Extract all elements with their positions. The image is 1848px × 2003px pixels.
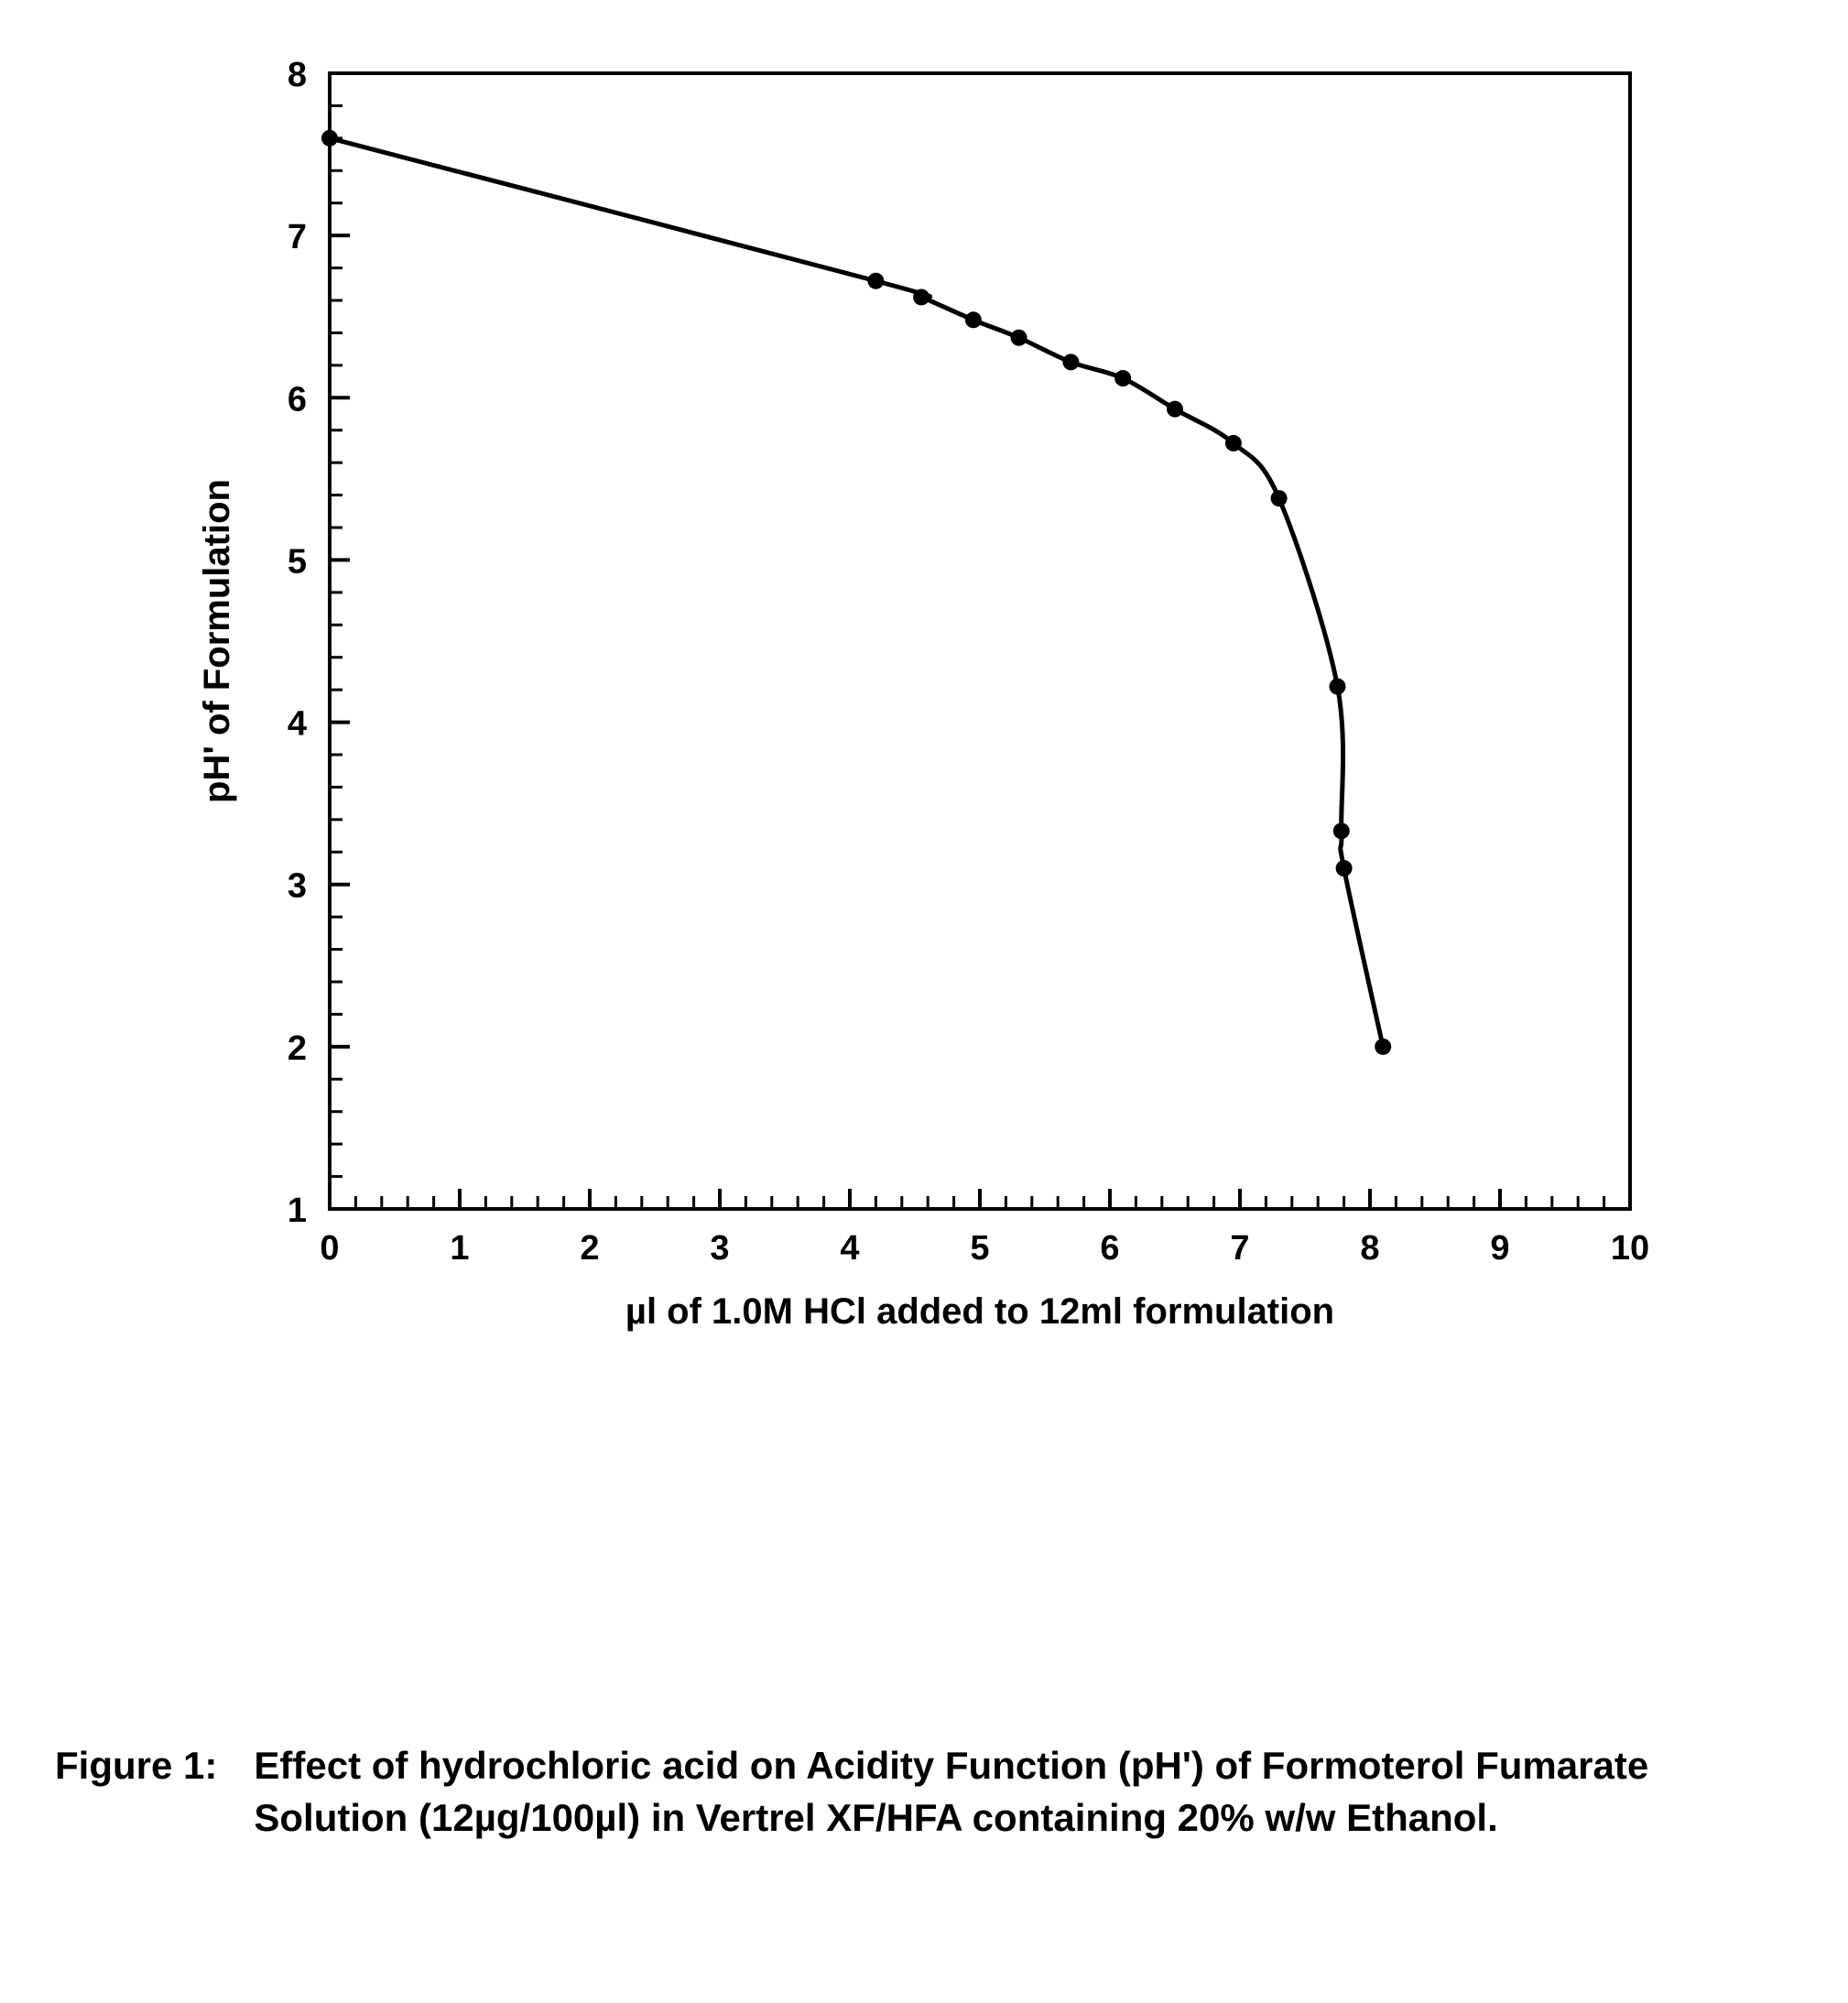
svg-text:8: 8 [288, 56, 307, 94]
chart-svg: 01234567891012345678µl of 1.0M HCl added… [147, 55, 1703, 1429]
svg-text:0: 0 [320, 1229, 339, 1268]
svg-text:1: 1 [450, 1229, 469, 1268]
svg-text:7: 7 [1230, 1229, 1249, 1268]
svg-text:2: 2 [288, 1029, 307, 1068]
svg-text:5: 5 [288, 542, 307, 581]
svg-text:3: 3 [288, 867, 307, 906]
svg-text:1: 1 [288, 1192, 307, 1230]
svg-text:2: 2 [580, 1229, 599, 1268]
svg-text:3: 3 [710, 1229, 729, 1268]
page: 01234567891012345678µl of 1.0M HCl added… [0, 0, 1848, 2003]
svg-text:8: 8 [1360, 1229, 1379, 1268]
svg-text:7: 7 [288, 218, 307, 256]
svg-text:10: 10 [1611, 1229, 1649, 1268]
figure-label: Figure 1: [55, 1740, 254, 1792]
svg-text:4: 4 [288, 705, 307, 744]
figure-text: Effect of hydrochloric acid on Acidity F… [254, 1740, 1795, 1844]
svg-text:9: 9 [1490, 1229, 1509, 1268]
svg-text:4: 4 [840, 1229, 859, 1268]
svg-text:6: 6 [288, 380, 307, 419]
svg-text:6: 6 [1100, 1229, 1119, 1268]
svg-text:µl of 1.0M HCl added to 12ml f: µl of 1.0M HCl added to 12ml formulation [625, 1291, 1334, 1332]
svg-text:pH' of Formulation: pH' of Formulation [197, 479, 237, 803]
titration-chart: 01234567891012345678µl of 1.0M HCl added… [147, 55, 1703, 1429]
svg-text:5: 5 [970, 1229, 989, 1268]
figure-caption: Figure 1: Effect of hydrochloric acid on… [55, 1740, 1795, 1844]
